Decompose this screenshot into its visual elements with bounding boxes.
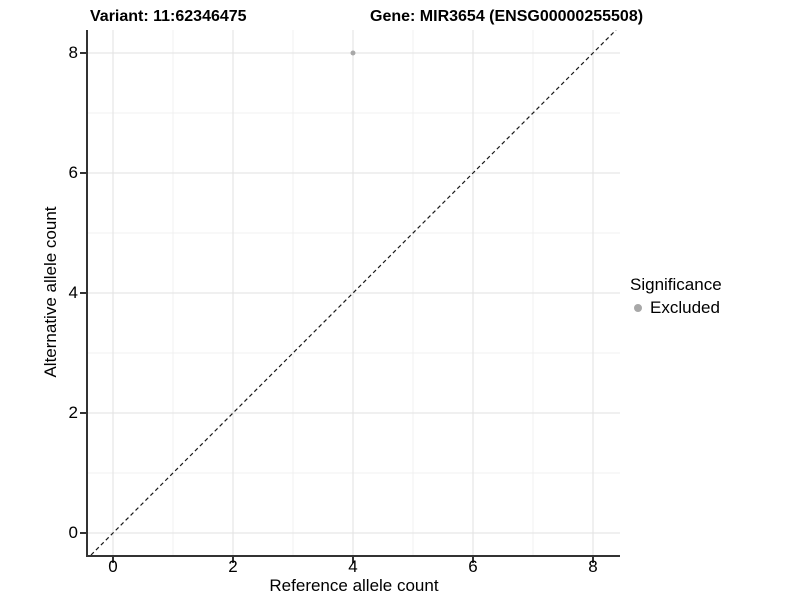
y-tick-mark <box>80 291 86 294</box>
plot-canvas <box>88 30 620 555</box>
y-tick-mark <box>80 51 86 54</box>
x-tick-label: 4 <box>348 557 358 576</box>
y-tick-label: 4 <box>68 282 78 302</box>
x-tick-mark <box>232 557 234 563</box>
x-tick-mark <box>352 557 354 563</box>
y-tick-label: 8 <box>68 42 78 62</box>
y-tick-label: 0 <box>68 522 78 542</box>
plot-title-variant: Variant: 11:62346475 <box>90 8 247 25</box>
y-tick-mark <box>80 411 86 414</box>
identity-reference-line <box>90 30 617 555</box>
x-tick-label: 2 <box>228 557 238 576</box>
y-tick-label: 2 <box>68 402 78 422</box>
y-tick-label: 6 <box>68 162 78 182</box>
x-tick-mark <box>112 557 114 563</box>
x-tick-label: 0 <box>108 557 118 576</box>
legend-key-dot-icon <box>634 304 642 312</box>
y-tick-mark <box>80 531 86 534</box>
x-axis-title: Reference allele count <box>269 576 439 595</box>
legend: Significance Excluded <box>630 275 722 318</box>
x-tick-mark <box>472 557 474 563</box>
x-tick-label: 6 <box>468 557 478 576</box>
plot-panel <box>86 30 620 557</box>
legend-title: Significance <box>630 275 722 294</box>
y-tick-mark <box>80 171 86 174</box>
x-tick-mark <box>592 557 594 563</box>
y-axis-title: Alternative allele count <box>41 206 60 378</box>
legend-item-label: Excluded <box>650 298 720 317</box>
legend-items: Excluded <box>630 298 722 318</box>
plot-title-gene: Gene: MIR3654 (ENSG00000255508) <box>370 8 644 25</box>
x-tick-label: 8 <box>588 557 598 576</box>
legend-item: Excluded <box>634 298 722 318</box>
data-point <box>350 50 356 56</box>
